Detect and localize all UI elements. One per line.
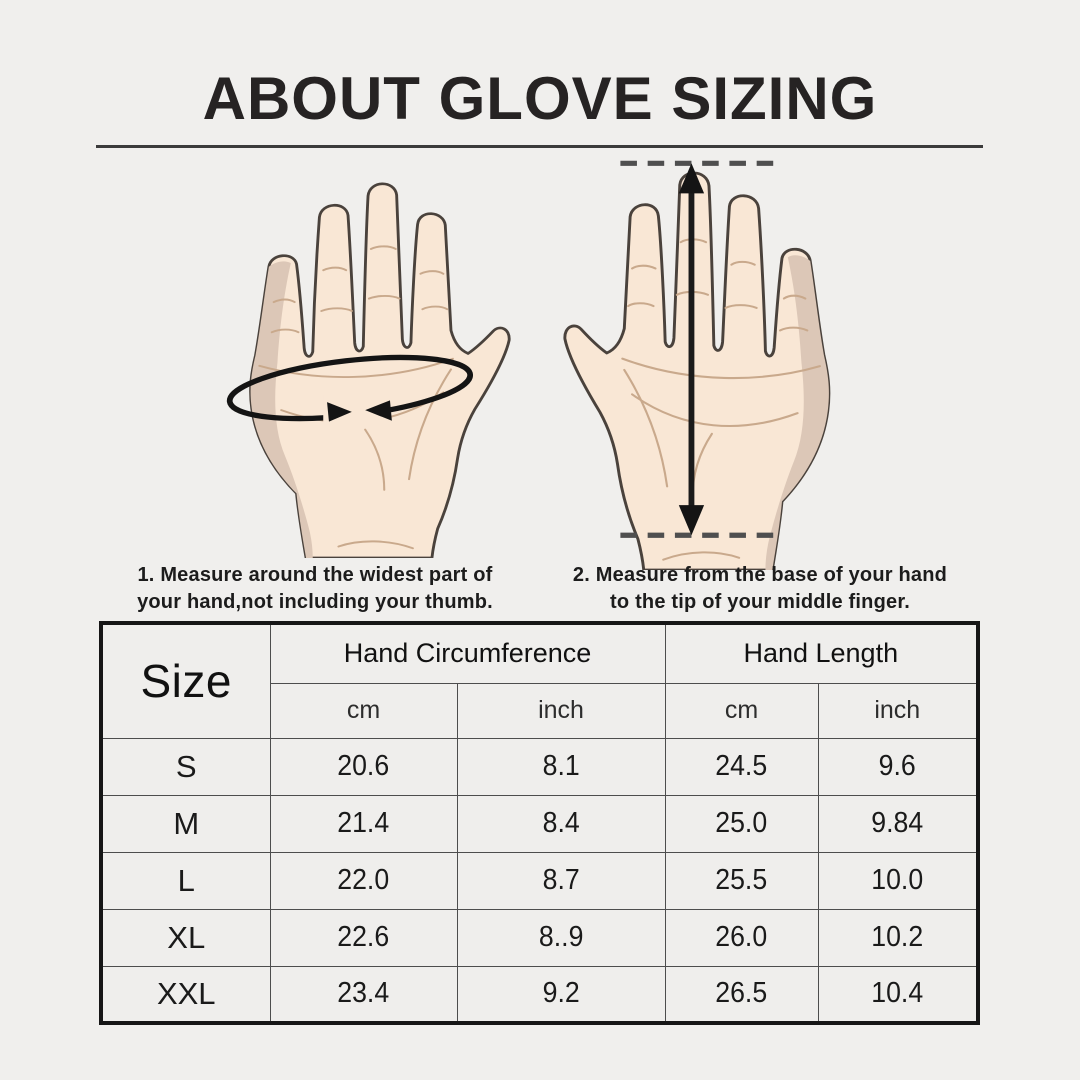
size-label: L [100, 851, 271, 910]
size-label: S [100, 737, 271, 796]
instruction-2-number: 2. [572, 564, 590, 586]
instruction-1-text: Measure around the widest part of your h… [137, 564, 493, 613]
cell-value: 10.4 [871, 977, 924, 1010]
unit-header: inch [817, 682, 979, 739]
page-title: ABOUT GLOVE SIZING [202, 65, 878, 132]
unit-header: cm [269, 682, 458, 739]
cell-value: 26.0 [715, 921, 768, 953]
table-row: M 21.4 8.4 25.0 9.84 [100, 794, 979, 853]
unit-header: inch [456, 682, 666, 739]
cell-value: 20.6 [337, 750, 390, 782]
cell-value: 10.0 [871, 864, 924, 896]
table-row: L 22.0 8.7 25.5 10.0 [100, 851, 979, 910]
arrow-down-icon [678, 505, 705, 536]
cell-value: 9.84 [871, 807, 924, 839]
cell-value: 24.5 [715, 750, 768, 782]
instruction-1: 1. Measure around the widest part of you… [117, 562, 513, 615]
arrow-left-icon [365, 400, 392, 421]
table-row: S 20.6 8.1 24.5 9.6 [100, 737, 979, 796]
cell-value: 22.6 [337, 921, 390, 953]
instruction-1-number: 1. [137, 564, 155, 586]
cell-value: 9.2 [542, 977, 580, 1010]
hand-circumference-icon [226, 182, 511, 558]
cell-value: 9.6 [878, 750, 916, 782]
hand-circumference-header: Hand Circumference [269, 622, 666, 684]
cell-value: 25.5 [715, 864, 768, 896]
table-row: XXL 23.4 9.2 26.5 10.4 [100, 965, 979, 1024]
instruction-2: 2. Measure from the base of your hand to… [562, 562, 958, 615]
arrow-up-icon [678, 163, 705, 194]
hand-length-header: Hand Length [664, 622, 979, 684]
title-divider [96, 145, 983, 148]
cell-value: 21.4 [337, 807, 390, 839]
cell-value: 8.7 [542, 864, 580, 896]
cell-value: 10.2 [871, 921, 924, 953]
cell-value: 8..9 [538, 921, 584, 953]
size-label: M [100, 794, 271, 853]
glove-size-table: Size Hand Circumference Hand Length cm i… [99, 621, 981, 1025]
cell-value: 25.0 [715, 807, 768, 839]
cell-value: 8.4 [542, 807, 580, 839]
hand-length-icon [563, 160, 831, 570]
cell-value: 23.4 [337, 977, 390, 1010]
unit-header: cm [664, 682, 819, 739]
size-column-header: Size [100, 622, 271, 739]
table-row: XL 22.6 8..9 26.0 10.2 [100, 908, 979, 967]
cell-value: 8.1 [542, 750, 580, 782]
size-label: XXL [100, 965, 271, 1024]
arrow-right-icon [327, 402, 352, 422]
size-label: XL [100, 908, 271, 967]
instruction-2-text: Measure from the base of your hand to th… [595, 564, 948, 613]
cell-value: 22.0 [337, 864, 390, 896]
cell-value: 26.5 [715, 977, 768, 1010]
